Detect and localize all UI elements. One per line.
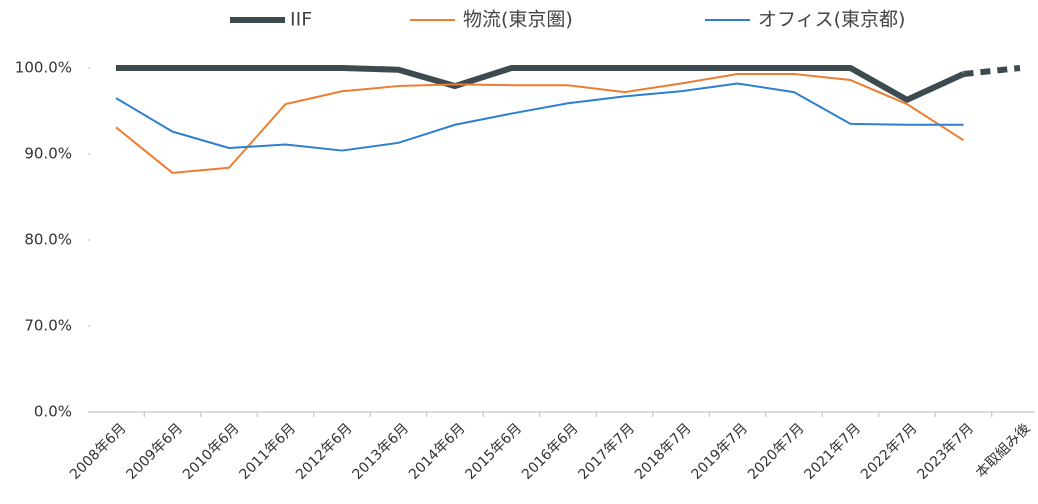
y-tick-label: 100.0%	[15, 59, 72, 77]
x-tick-label: 2016年6月	[519, 420, 582, 483]
series-line	[115, 73, 965, 174]
series-line	[115, 82, 964, 152]
x-tick-label: 2008年6月	[67, 420, 130, 483]
y-tick-label: 90.0%	[24, 145, 72, 163]
x-tick-label: 2012年6月	[293, 420, 356, 483]
x-tick-label: 2015年6月	[463, 420, 526, 483]
x-tick-label: 2021年7月	[802, 420, 865, 483]
series-line-dashed	[963, 65, 1021, 78]
x-tick-label: 2010年6月	[180, 420, 243, 483]
x-tick-label: 2009年6月	[124, 420, 187, 483]
x-tick-label: 本取組み後	[973, 420, 1034, 481]
x-tick-label: 2023年7月	[915, 420, 978, 483]
x-tick-label: 2017年7月	[576, 420, 639, 483]
y-tick-label: 0.0%	[34, 403, 72, 421]
y-tick-label: 80.0%	[24, 231, 72, 249]
x-tick-label: 2018年7月	[632, 420, 695, 483]
x-tick-label: 2020年7月	[745, 420, 808, 483]
x-tick-label: 2019年7月	[689, 420, 752, 483]
x-tick-label: 2013年6月	[350, 420, 413, 483]
x-tick-label: 2011年6月	[237, 420, 300, 483]
x-tick-label: 2014年6月	[406, 420, 469, 483]
legend-label: オフィス(東京都)	[758, 9, 905, 31]
legend-label: IIF	[290, 9, 312, 31]
x-tick-label: 2022年7月	[858, 420, 921, 483]
legend-label: 物流(東京圏)	[463, 9, 573, 31]
y-tick-label: 70.0%	[24, 317, 72, 335]
series-line	[116, 65, 965, 103]
